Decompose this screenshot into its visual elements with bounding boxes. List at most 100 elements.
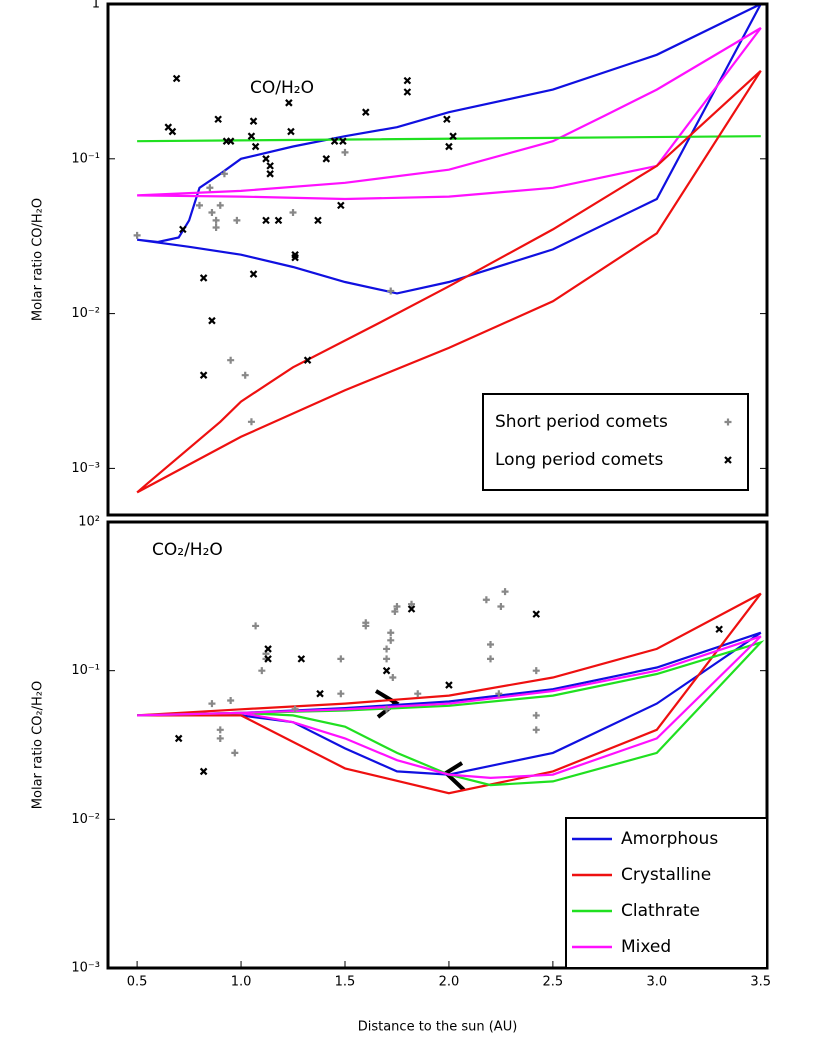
data-point bbox=[341, 148, 349, 156]
data-point bbox=[316, 689, 324, 698]
y-tick-label: 1 bbox=[92, 0, 100, 12]
legend-box bbox=[482, 393, 749, 491]
data-point bbox=[216, 726, 224, 734]
data-point bbox=[216, 734, 224, 742]
data-point bbox=[449, 132, 457, 140]
data-point bbox=[195, 201, 203, 209]
data-point bbox=[383, 705, 391, 713]
series-line bbox=[137, 640, 765, 787]
data-point bbox=[287, 127, 295, 136]
data-point bbox=[445, 142, 453, 151]
data-point bbox=[391, 608, 399, 616]
data-point bbox=[208, 316, 216, 325]
data-point bbox=[403, 76, 412, 85]
data-point bbox=[715, 625, 723, 634]
series-line bbox=[137, 27, 762, 201]
y-tick-label: 10⁻¹ bbox=[71, 151, 100, 166]
legend-label: Mixed bbox=[621, 937, 671, 957]
x-tick-label: 0.5 bbox=[127, 975, 148, 990]
x-tick-label: 3.0 bbox=[646, 975, 667, 990]
legend-marker bbox=[724, 456, 732, 464]
data-point bbox=[274, 216, 283, 225]
data-point bbox=[337, 655, 345, 663]
y-axis-label: Molar ratio CO₂/H₂O bbox=[31, 681, 46, 809]
data-point bbox=[322, 155, 331, 163]
data-point bbox=[233, 216, 241, 224]
data-point bbox=[168, 127, 177, 136]
data-point bbox=[174, 734, 183, 743]
x-tick-label: 3.5 bbox=[750, 975, 771, 990]
data-point bbox=[407, 605, 416, 613]
data-point bbox=[362, 622, 370, 630]
data-point bbox=[252, 622, 260, 630]
data-point bbox=[330, 137, 339, 145]
data-point bbox=[212, 223, 220, 231]
data-point bbox=[445, 681, 453, 689]
data-point bbox=[199, 371, 208, 379]
data-point bbox=[247, 132, 256, 140]
data-point bbox=[289, 208, 297, 216]
data-point bbox=[389, 673, 397, 681]
data-point bbox=[337, 690, 345, 698]
data-point bbox=[262, 216, 270, 225]
data-point bbox=[172, 74, 181, 83]
data-point bbox=[314, 216, 322, 225]
series-line bbox=[137, 635, 762, 780]
data-point bbox=[501, 588, 509, 596]
data-point bbox=[179, 225, 187, 234]
data-point bbox=[249, 270, 258, 278]
annotation: CO₂/H₂O bbox=[152, 540, 223, 560]
data-point bbox=[247, 418, 255, 426]
data-point bbox=[393, 603, 401, 611]
data-point bbox=[214, 115, 222, 124]
plot-frame bbox=[106, 520, 769, 970]
data-point bbox=[199, 767, 208, 776]
y-tick-label: 10⁻³ bbox=[71, 461, 100, 476]
y-axis-label: Molar ratio CO/H₂O bbox=[31, 198, 46, 321]
data-point bbox=[382, 666, 391, 675]
data-point bbox=[258, 667, 266, 675]
data-point bbox=[212, 216, 220, 224]
series-line bbox=[137, 592, 762, 795]
x-tick-label: 2.0 bbox=[439, 975, 460, 990]
legend-label: Crystalline bbox=[621, 865, 711, 885]
data-point bbox=[387, 636, 395, 644]
data-point bbox=[241, 371, 249, 379]
data-point bbox=[532, 726, 540, 734]
legend-marker bbox=[724, 418, 732, 426]
data-point bbox=[199, 274, 208, 282]
direction-arrow bbox=[374, 689, 400, 719]
data-point bbox=[208, 208, 216, 216]
data-point bbox=[220, 170, 228, 178]
data-point bbox=[532, 711, 540, 719]
plot-frame bbox=[106, 2, 769, 517]
x-tick-label: 1.0 bbox=[231, 975, 252, 990]
data-point bbox=[297, 655, 306, 663]
y-tick-label: 10⁻² bbox=[71, 306, 100, 321]
plot-area bbox=[137, 588, 765, 795]
legend-label: Long period comets bbox=[495, 450, 664, 470]
data-point bbox=[266, 170, 274, 178]
data-point bbox=[387, 287, 395, 295]
x-axis-label: Distance to the sun (AU) bbox=[358, 1020, 518, 1035]
series-line bbox=[137, 631, 762, 776]
y-tick-label: 10⁻³ bbox=[71, 961, 100, 976]
data-point bbox=[482, 596, 490, 604]
y-tick-label: 10⁻² bbox=[71, 812, 100, 827]
data-point bbox=[339, 137, 347, 145]
y-tick-label: 10⁻¹ bbox=[71, 663, 100, 678]
data-point bbox=[285, 99, 293, 107]
data-point bbox=[208, 700, 216, 708]
data-point bbox=[133, 231, 141, 239]
data-point bbox=[337, 201, 345, 210]
data-point bbox=[495, 690, 503, 698]
data-point bbox=[226, 137, 235, 145]
data-point bbox=[403, 88, 412, 96]
data-point bbox=[487, 640, 495, 648]
data-point bbox=[443, 115, 451, 124]
series-line bbox=[136, 4, 763, 295]
legend-label: Clathrate bbox=[621, 901, 700, 921]
data-point bbox=[266, 162, 274, 170]
data-point bbox=[408, 600, 416, 608]
